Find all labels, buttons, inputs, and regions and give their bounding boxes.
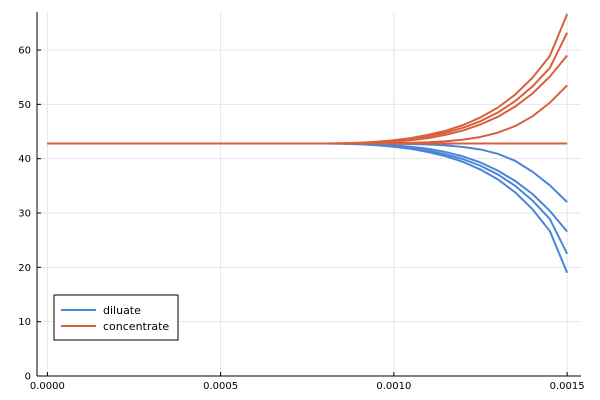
y-tick-label: 30 — [18, 209, 31, 220]
legend-box — [53, 294, 179, 341]
y-tick-label: 60 — [18, 46, 31, 57]
x-tick-label: 0.0005 — [203, 381, 238, 392]
y-tick-label: 40 — [18, 154, 31, 165]
series-line-concentrate-9 — [47, 13, 569, 145]
x-tick-label: 0.0010 — [376, 381, 411, 392]
y-tick-label: 20 — [18, 263, 31, 274]
y-tick-label: 50 — [18, 100, 31, 111]
series-lines — [47, 13, 569, 274]
gridlines — [37, 12, 581, 377]
x-tick-label: 0.0015 — [550, 381, 585, 392]
y-tick-label: 10 — [18, 317, 31, 328]
axes — [36, 12, 581, 377]
legend: diluate concentrate — [53, 294, 179, 341]
y-tick-label: 0 — [25, 372, 31, 383]
tick-labels: 0.0000 0.0005 0.0010 0.0015 0 10 20 30 40 50 60 — [18, 46, 584, 392]
legend-label-diluate: diluate — [103, 304, 141, 317]
legend-label-concentrate: concentrate — [103, 320, 169, 333]
x-tick-label: 0.0000 — [30, 381, 65, 392]
